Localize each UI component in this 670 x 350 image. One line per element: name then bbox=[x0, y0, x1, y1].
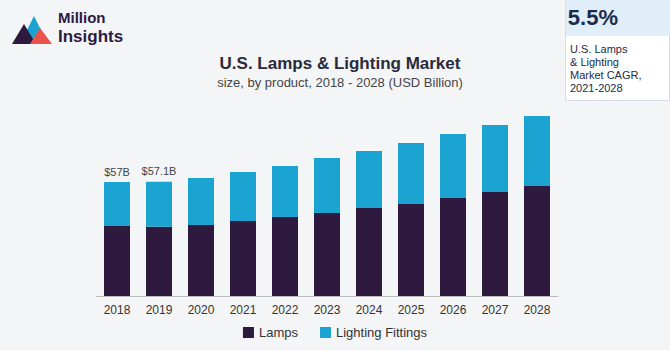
svg-text:$57.1B: $57.1B bbox=[142, 165, 177, 177]
svg-text:U.S. Lamps & Lighting Market: U.S. Lamps & Lighting Market bbox=[220, 54, 461, 73]
svg-text:2025: 2025 bbox=[398, 303, 425, 317]
svg-text:Lamps: Lamps bbox=[259, 325, 299, 340]
svg-text:Market CAGR,: Market CAGR, bbox=[570, 69, 642, 81]
svg-text:2018: 2018 bbox=[104, 303, 131, 317]
svg-text:Insights: Insights bbox=[58, 27, 123, 46]
svg-text:2021-2028: 2021-2028 bbox=[570, 82, 623, 94]
svg-text:2024: 2024 bbox=[356, 303, 383, 317]
svg-text:size, by product, 2018 - 2028: size, by product, 2018 - 2028 (USD Billi… bbox=[217, 75, 463, 90]
svg-text:2027: 2027 bbox=[482, 303, 509, 317]
svg-text:2026: 2026 bbox=[440, 303, 467, 317]
svg-text:Million: Million bbox=[58, 9, 106, 26]
svg-text:Lighting Fittings: Lighting Fittings bbox=[336, 325, 428, 340]
svg-text:2022: 2022 bbox=[272, 303, 299, 317]
svg-text:2019: 2019 bbox=[146, 303, 173, 317]
svg-text:5.5%: 5.5% bbox=[568, 5, 618, 30]
svg-text:$57B: $57B bbox=[104, 166, 130, 178]
svg-text:2020: 2020 bbox=[188, 303, 215, 317]
svg-text:2021: 2021 bbox=[230, 303, 257, 317]
svg-text:& Lighting: & Lighting bbox=[570, 56, 619, 68]
svg-text:2023: 2023 bbox=[314, 303, 341, 317]
svg-text:U.S. Lamps: U.S. Lamps bbox=[570, 43, 628, 55]
svg-text:2028: 2028 bbox=[524, 303, 551, 317]
